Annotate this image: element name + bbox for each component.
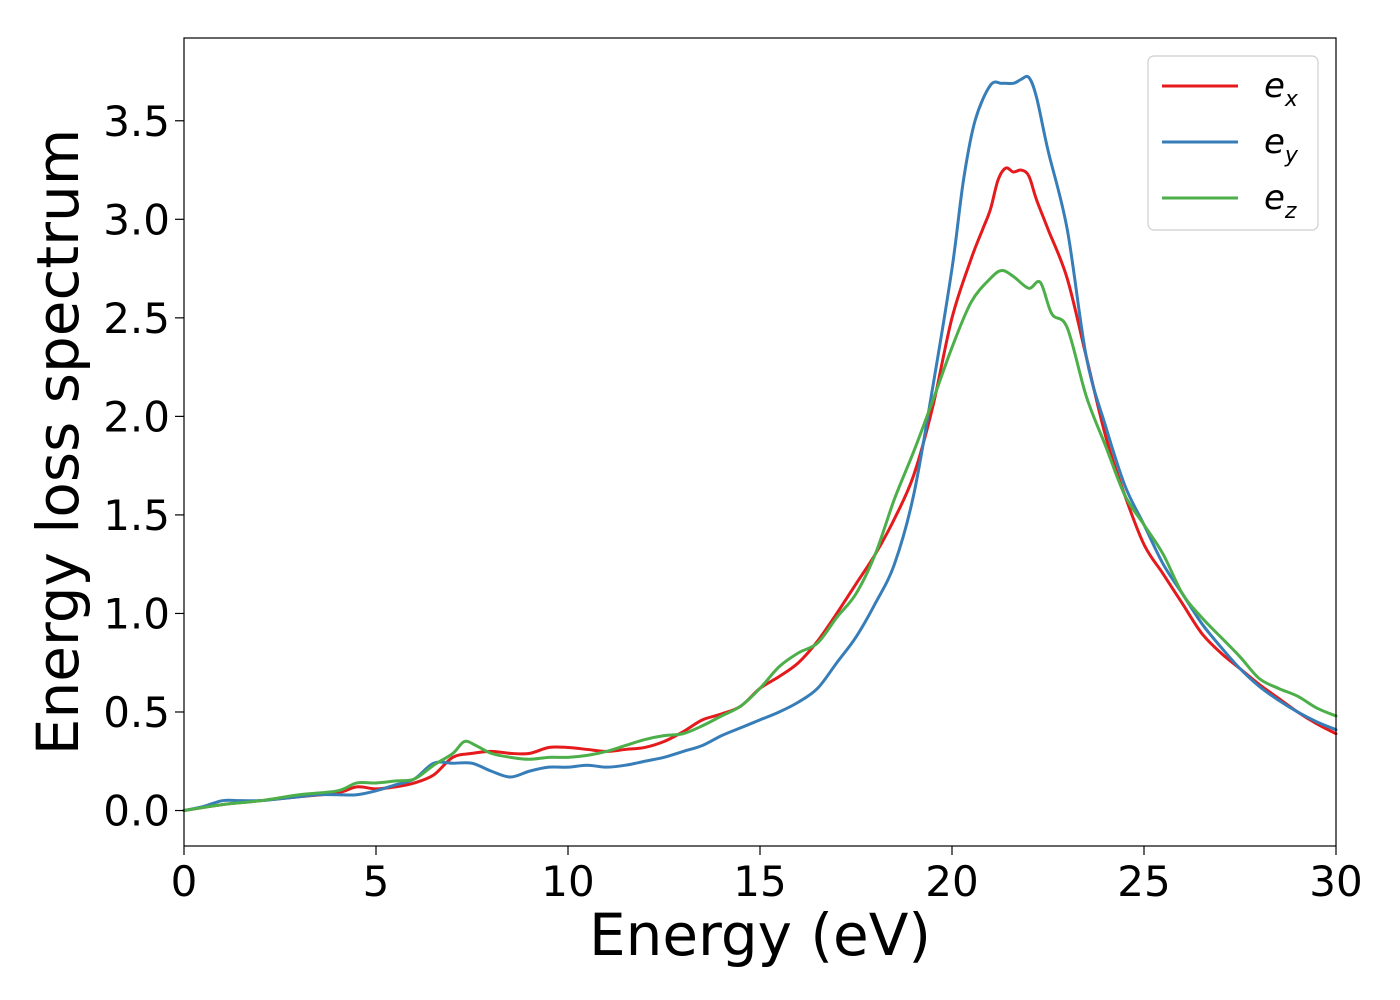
y-tick-label: 3.0	[103, 195, 170, 244]
series-line-y	[182, 74, 1338, 813]
legend-label-z: ez	[1264, 178, 1297, 224]
legend-label-x: ex	[1264, 66, 1299, 112]
x-tick-label: 5	[363, 857, 390, 906]
x-tick-label: 30	[1309, 857, 1362, 906]
x-tick-label: 25	[1117, 857, 1170, 906]
y-tick-label: 1.5	[103, 491, 170, 540]
x-tick-label: 20	[925, 857, 978, 906]
x-tick-label: 15	[733, 857, 786, 906]
series-line-z	[182, 269, 1338, 813]
legend: ex ey ez	[1147, 55, 1319, 231]
x-axis-label: Energy (eV)	[589, 901, 931, 969]
y-axis-label: Energy loss spectrum	[24, 129, 92, 755]
plot-background	[184, 38, 1336, 846]
legend-label-y: ey	[1264, 122, 1299, 168]
y-tick-label: 2.5	[103, 294, 170, 343]
x-tick-label: 0	[171, 857, 198, 906]
y-tick-label: 0.5	[103, 688, 170, 737]
y-tick-label: 3.5	[103, 97, 170, 146]
series-layer	[182, 74, 1338, 813]
y-tick-label: 0.0	[103, 787, 170, 836]
y-tick-label: 2.0	[103, 392, 170, 441]
y-tick-label: 1.0	[103, 589, 170, 638]
series-line-x	[182, 166, 1338, 813]
y-axis-ticks: 0.0 0.5 1.0 1.5 2.0 2.5 3.0 3.5	[103, 97, 184, 836]
x-axis-ticks: 0 5 10 15 20 25 30	[171, 846, 1363, 906]
x-tick-label: 10	[541, 857, 594, 906]
